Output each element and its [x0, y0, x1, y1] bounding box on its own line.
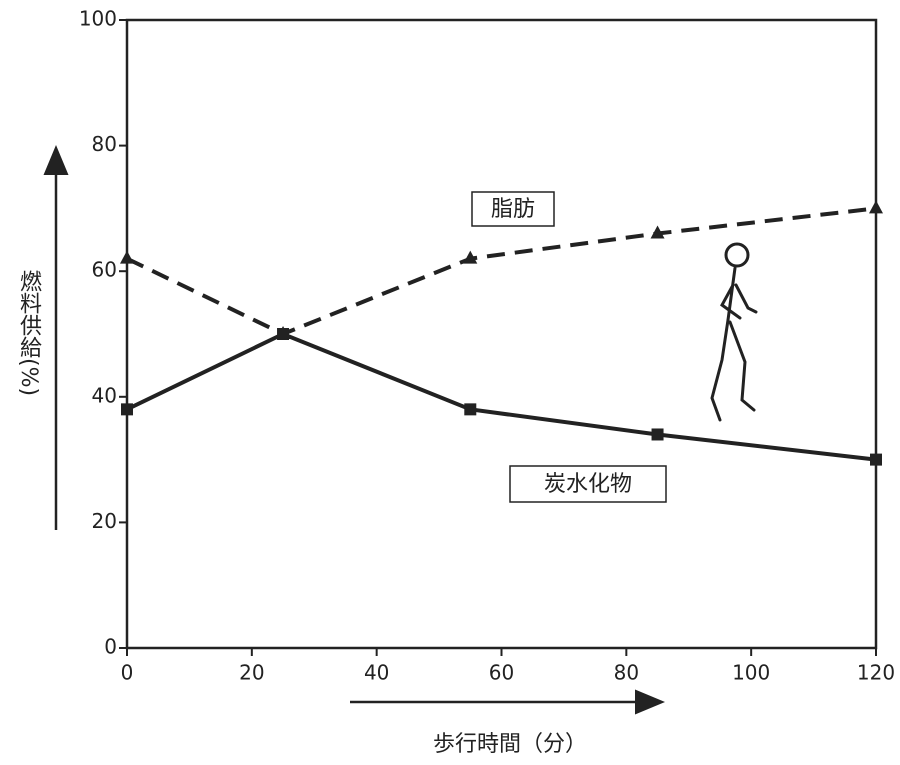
runner-icon — [712, 244, 756, 420]
x-axis-label: 歩行時間（分） — [433, 732, 587, 757]
y-tick-label: 60 — [92, 258, 117, 282]
marker — [652, 428, 664, 440]
x-tick-label: 60 — [489, 661, 514, 685]
x-tick-label: 120 — [857, 661, 895, 685]
y-tick-label: 80 — [92, 132, 117, 156]
x-tick-label: 100 — [732, 661, 770, 685]
x-tick-label: 40 — [364, 661, 389, 685]
x-tick-label: 0 — [121, 661, 134, 685]
x-tick-label: 20 — [239, 661, 264, 685]
annotation: 脂肪 — [491, 197, 535, 222]
x-tick-label: 80 — [614, 661, 639, 685]
series-line — [127, 208, 876, 334]
chart: 燃料供給(%) 歩行時間（分） 脂肪 炭水化物 0 20 40 60 80 100 0 20 4… — [0, 0, 900, 765]
series-line — [127, 334, 876, 460]
y-tick-label: 100 — [79, 7, 117, 31]
marker — [120, 251, 134, 264]
y-tick-label: 40 — [92, 383, 117, 407]
y-tick-label: 0 — [104, 635, 117, 659]
y-tick-label: 20 — [92, 509, 117, 533]
marker — [277, 328, 289, 340]
y-axis-label: 燃料供給(%) — [16, 270, 42, 396]
marker — [464, 403, 476, 415]
plot-frame — [127, 20, 876, 648]
marker — [870, 454, 882, 466]
annotation: 炭水化物 — [544, 472, 632, 497]
marker — [121, 403, 133, 415]
marker — [869, 200, 883, 213]
